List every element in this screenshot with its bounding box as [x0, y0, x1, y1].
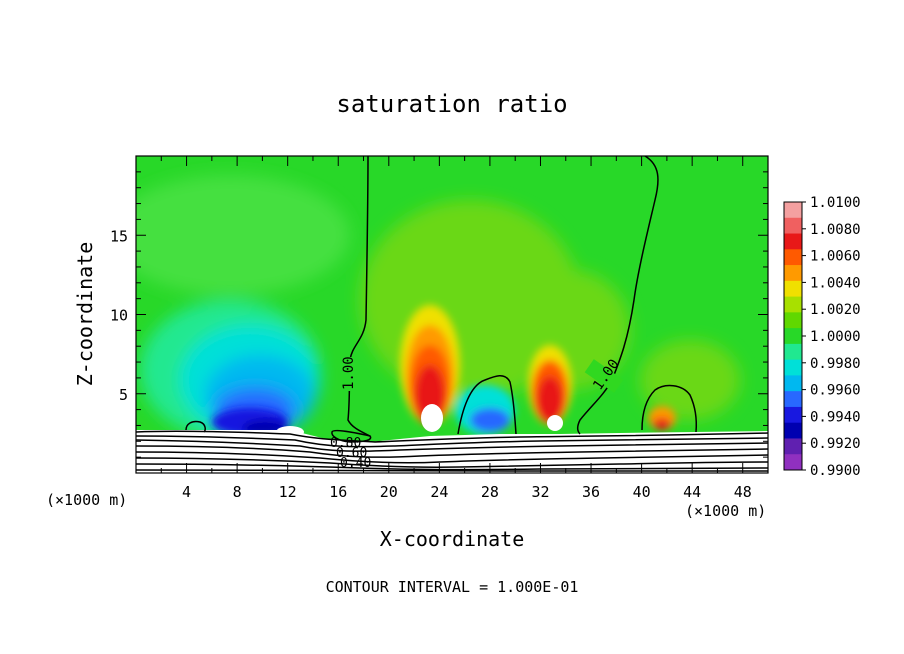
x-tick-label: 24 — [430, 483, 448, 501]
colorbar-swatch — [784, 280, 802, 298]
colorbar-label: 1.0040 — [810, 275, 861, 291]
colorbar-swatch — [784, 343, 802, 361]
x-tick-label: 32 — [531, 483, 549, 501]
contour-label-5: 0.40 — [340, 456, 371, 471]
colorbar-label: 0.9900 — [810, 463, 861, 479]
field-detail — [212, 305, 676, 436]
y-tick-label: 15 — [110, 227, 128, 245]
colorbar: 1.0100 1.0080 1.0060 1.0040 1.0020 1.0000 0.99… — [783, 195, 861, 479]
colorbar-swatch — [784, 375, 802, 392]
y-tick-label: 10 — [110, 307, 128, 325]
field-max-white — [547, 415, 563, 431]
colorbar-label: 1.0060 — [810, 249, 861, 265]
x-unit-right: (×1000 m) — [685, 502, 766, 520]
y-tick-label: 5 — [119, 386, 128, 404]
contour-lines — [136, 156, 768, 472]
colorbar-swatch — [784, 217, 802, 235]
colorbar-swatch — [784, 265, 802, 282]
contour-label-1: 1.00 — [341, 356, 357, 390]
chart-title: saturation ratio — [336, 90, 567, 118]
colorbar-swatch — [784, 233, 802, 250]
x-unit-left: (×1000 m) — [46, 491, 127, 509]
colorbar-swatch — [784, 391, 802, 408]
axis-ticks — [136, 156, 768, 473]
x-tick-label: 16 — [329, 483, 347, 501]
colorbar-label: 1.0020 — [810, 302, 861, 318]
colorbar-label: 0.9960 — [810, 383, 861, 399]
x-tick-label: 12 — [279, 483, 297, 501]
x-tick-label: 8 — [233, 483, 242, 501]
colorbar-label: 1.0100 — [810, 195, 861, 211]
contour-labels: 1.00 1.00 0.80 0.60 0.40 — [330, 356, 624, 471]
colorbar-swatch — [784, 422, 802, 439]
colorbar-swatch — [784, 312, 802, 329]
plot-area: 1.00 1.00 0.80 0.60 0.40 — [136, 156, 768, 473]
colorbar-label: 0.9920 — [810, 436, 861, 452]
colorbar-label: 0.9980 — [810, 356, 861, 372]
colorbar-swatch — [784, 406, 802, 424]
x-tick-label: 28 — [481, 483, 499, 501]
contour-interval-note: CONTOUR INTERVAL = 1.000E-01 — [326, 578, 579, 596]
contour-label-4: 0.60 — [336, 446, 367, 461]
colorbar-swatch — [784, 359, 802, 376]
field-shading — [136, 175, 740, 440]
colorbar-label: 1.0000 — [810, 329, 861, 345]
x-tick-label: 4 — [182, 483, 191, 501]
x-tick-label: 36 — [582, 483, 600, 501]
colorbar-swatch — [784, 249, 802, 266]
x-tick-label: 40 — [633, 483, 651, 501]
colorbar-label: 1.0080 — [810, 222, 861, 238]
colorbar-swatch — [784, 328, 802, 345]
x-tick-label: 20 — [380, 483, 398, 501]
x-tick-label: 48 — [734, 483, 752, 501]
colorbar-swatch — [784, 454, 802, 471]
field-max-white — [421, 404, 443, 432]
colorbar-swatch — [784, 296, 802, 313]
colorbar-swatch — [784, 202, 802, 219]
y-axis-label: Z-coordinate — [73, 242, 97, 387]
colorbar-swatch — [784, 438, 802, 455]
colorbar-label: 0.9940 — [810, 409, 861, 425]
contour-label-3: 0.80 — [330, 436, 361, 451]
x-tick-label: 44 — [683, 483, 701, 501]
x-axis-label: X-coordinate — [380, 527, 525, 551]
